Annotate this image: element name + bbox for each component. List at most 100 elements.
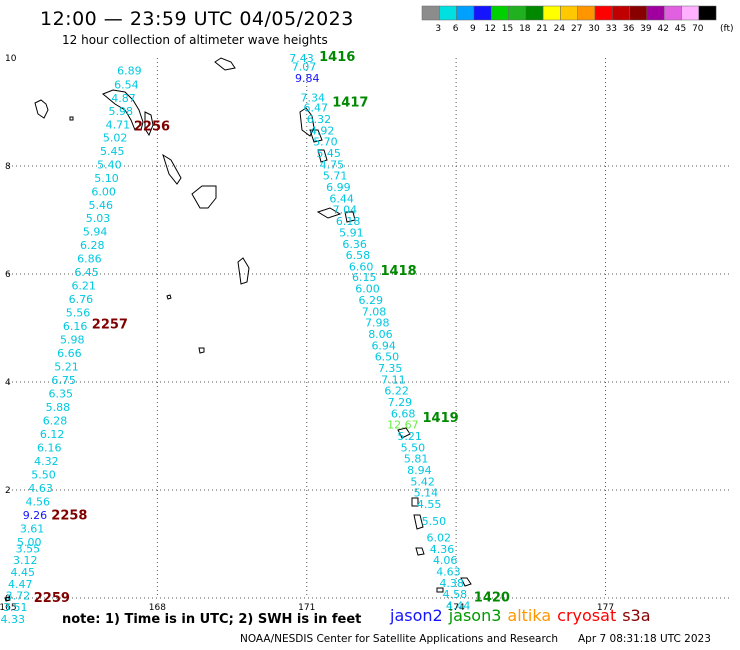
wave-height-value: 3.51 bbox=[3, 601, 28, 614]
island-outline bbox=[69, 116, 74, 121]
color-scale-swatch bbox=[508, 5, 527, 21]
wave-height-value: 6.89 bbox=[117, 64, 142, 77]
y-tick-label: 4 bbox=[5, 378, 11, 388]
x-tick-label: 171 bbox=[298, 603, 315, 613]
y-tick-label: 8 bbox=[5, 162, 11, 172]
wave-height-value: 7.34 bbox=[301, 91, 326, 104]
wave-height-value: 5.71 bbox=[323, 170, 348, 183]
x-tick-label: 165 bbox=[0, 603, 17, 613]
color-scale-label: 3 bbox=[435, 24, 441, 34]
color-scale-swatch bbox=[421, 5, 440, 21]
color-scale-unit: (ft) bbox=[720, 24, 734, 34]
wave-height-value: 7.43 bbox=[289, 52, 314, 65]
wave-height-value: 4.55 bbox=[417, 498, 442, 511]
wave-height-value: 6.32 bbox=[307, 113, 332, 126]
island-outline bbox=[309, 129, 323, 143]
wave-height-value: 8.06 bbox=[368, 328, 393, 341]
island-outline bbox=[397, 427, 411, 439]
island-outline bbox=[102, 89, 144, 131]
page-subtitle: 12 hour collection of altimeter wave hei… bbox=[62, 33, 328, 47]
wave-height-value: 4.32 bbox=[34, 455, 59, 468]
y-tick-label: 10 bbox=[5, 54, 17, 64]
satellite-legend-item: jason3 bbox=[448, 606, 502, 625]
wave-height-value: 4.75 bbox=[320, 158, 345, 171]
pass-time-label: 2256 bbox=[134, 120, 170, 135]
island-outline bbox=[214, 57, 236, 71]
wave-height-value: 4.63 bbox=[28, 482, 53, 495]
wave-height-value: 5.50 bbox=[31, 468, 56, 481]
wave-height-value: 4.87 bbox=[111, 92, 136, 105]
wave-height-value: 5.70 bbox=[313, 136, 338, 149]
satellite-legend: jason2 jason3 altika cryosat s3a bbox=[390, 606, 657, 625]
island-outlines bbox=[4, 57, 472, 602]
y-tick-label: 0 bbox=[5, 594, 11, 604]
wave-height-value: 4.92 bbox=[310, 124, 335, 137]
island-outline bbox=[411, 497, 419, 507]
west-track-values: 6.896.544.875.984.715.025.455.405.106.00… bbox=[1, 64, 142, 626]
pass-time-label: 1417 bbox=[332, 96, 368, 111]
color-scale-label: 24 bbox=[554, 24, 566, 34]
footer-note: note: 1) Time is in UTC; 2) SWH is in fe… bbox=[62, 612, 362, 627]
island-outline bbox=[413, 514, 424, 530]
wave-height-value: 6.02 bbox=[426, 532, 451, 545]
pass-time-label: 1419 bbox=[423, 411, 459, 426]
island-outline bbox=[166, 294, 172, 300]
wave-height-value: 5.88 bbox=[46, 401, 71, 414]
color-scale-label: 39 bbox=[640, 24, 652, 34]
page-title: 12:00 — 23:59 UTC 04/05/2023 bbox=[40, 8, 354, 30]
color-scale-swatch bbox=[473, 5, 492, 21]
wave-height-value: 3.12 bbox=[13, 554, 38, 567]
pass-time-label: 2257 bbox=[92, 318, 128, 333]
color-scale-swatch bbox=[698, 5, 717, 21]
wave-height-value: 6.12 bbox=[40, 428, 65, 441]
wave-height-value: 3.72 bbox=[6, 589, 31, 602]
wave-height-value: 6.86 bbox=[77, 252, 102, 265]
wave-height-value: 6.94 bbox=[371, 339, 396, 352]
wave-height-value: 5.81 bbox=[404, 453, 429, 466]
axis-tick-labels: 165 168 171 174 177 0 2 4 6 8 10 bbox=[0, 54, 614, 613]
color-scale-swatch bbox=[612, 5, 630, 21]
wave-height-value: 7.08 bbox=[362, 305, 387, 318]
wave-height-value: 5.98 bbox=[60, 333, 85, 346]
wave-height-value: 6.22 bbox=[384, 385, 409, 398]
wave-height-value: 5.94 bbox=[83, 225, 108, 238]
wave-height-value: 6.28 bbox=[43, 414, 68, 427]
wave-height-value: 3.55 bbox=[16, 542, 41, 555]
credit-line: NOAA/NESDIS Center for Satellite Applica… bbox=[240, 633, 558, 645]
wave-height-value: 6.18 bbox=[336, 215, 361, 228]
color-scale-swatch bbox=[646, 5, 665, 21]
wave-height-value: 6.99 bbox=[326, 181, 351, 194]
satellite-legend-item: s3a bbox=[622, 606, 651, 625]
color-scale-label: 6 bbox=[453, 24, 459, 34]
wave-height-value: 6.44 bbox=[329, 192, 354, 205]
color-scale-swatch bbox=[629, 5, 648, 21]
color-scale-label: 15 bbox=[502, 24, 513, 34]
wave-height-value: 6.60 bbox=[349, 260, 374, 273]
wave-height-value: 5.42 bbox=[410, 475, 435, 488]
wave-height-value: 9.26 bbox=[23, 509, 48, 522]
wave-height-value: 5.46 bbox=[89, 199, 114, 212]
wave-height-value: 6.15 bbox=[352, 271, 377, 284]
wave-height-value: 7.11 bbox=[381, 373, 406, 386]
color-scale-swatch bbox=[490, 5, 509, 21]
color-scale-label: 33 bbox=[606, 24, 617, 34]
wave-height-value: 6.16 bbox=[37, 441, 62, 454]
pass-time-label: 2258 bbox=[51, 508, 87, 523]
color-scale-swatch bbox=[542, 5, 561, 21]
color-scale-swatch bbox=[456, 5, 475, 21]
island-outline bbox=[344, 211, 356, 223]
pass-time-label: 1418 bbox=[380, 264, 416, 279]
wave-height-value: 5.50 bbox=[422, 515, 447, 528]
wave-height-value: 6.75 bbox=[51, 374, 76, 387]
wave-height-value: 4.58 bbox=[443, 588, 468, 601]
wave-height-value: 12.67 bbox=[387, 419, 419, 432]
wave-height-value: 6.16 bbox=[63, 320, 88, 333]
color-scale-label: 45 bbox=[675, 24, 686, 34]
wave-height-value: 5.10 bbox=[94, 172, 119, 185]
wave-height-value: 4.71 bbox=[106, 118, 131, 131]
color-scale-label: 30 bbox=[588, 24, 600, 34]
map-grid bbox=[8, 58, 730, 599]
wave-height-value: 4.45 bbox=[11, 566, 36, 579]
color-scale-label: 21 bbox=[536, 24, 547, 34]
